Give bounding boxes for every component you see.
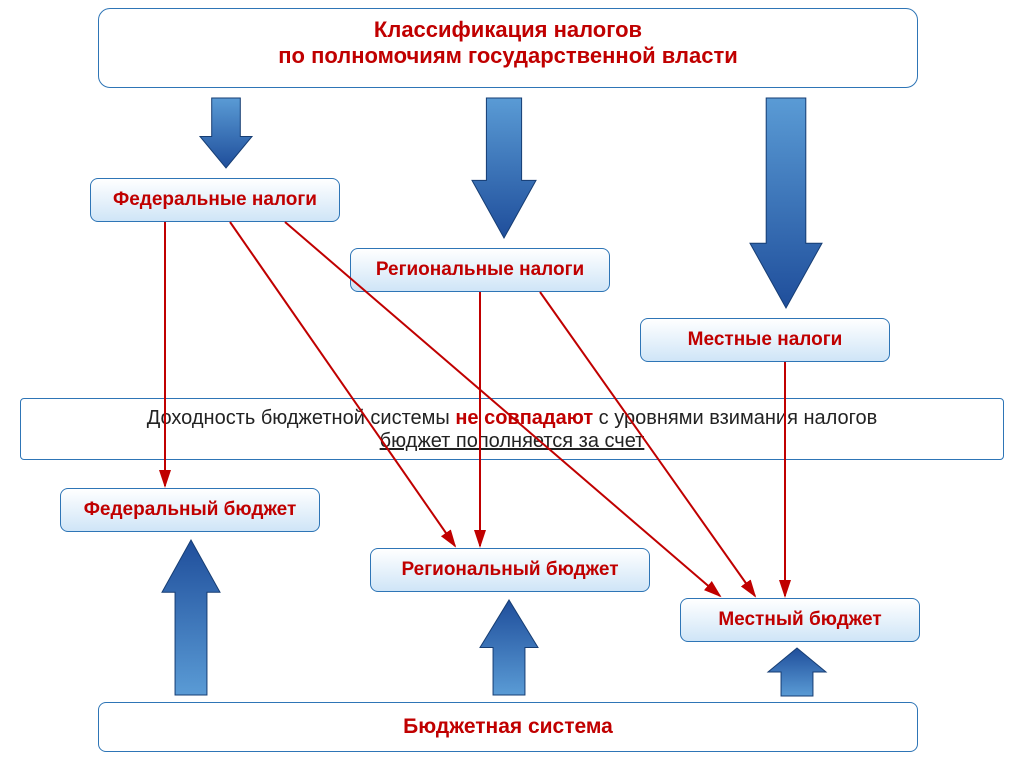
arrow-to-regional-tax — [472, 98, 536, 238]
regional-tax-box: Региональные налоги — [350, 248, 610, 292]
arrow-to-federal-tax — [200, 98, 252, 168]
federal-budget-box: Федеральный бюджет — [60, 488, 320, 532]
middle-line1: Доходность бюджетной системы не совпадаю… — [33, 407, 991, 430]
title-line2: по полномочиям государственной власти — [111, 43, 905, 69]
budget-system-box: Бюджетная система — [98, 702, 918, 752]
arrow-to-regional-budget — [480, 600, 538, 695]
local-tax-box: Местные налоги — [640, 318, 890, 362]
federal-tax-box: Федеральные налоги — [90, 178, 340, 222]
federal-tax-label: Федеральные налоги — [113, 189, 317, 211]
federal-budget-label: Федеральный бюджет — [84, 499, 297, 521]
arrows-overlay — [0, 0, 1024, 767]
middle-statement-box: Доходность бюджетной системы не совпадаю… — [20, 398, 1004, 460]
regional-budget-label: Региональный бюджет — [401, 559, 618, 581]
middle-prefix: Доходность бюджетной системы — [147, 407, 456, 429]
local-budget-box: Местный бюджет — [680, 598, 920, 642]
middle-highlight: не совпадают — [455, 407, 593, 429]
local-budget-label: Местный бюджет — [718, 609, 881, 631]
middle-line2: бюджет пополняется за счет — [33, 430, 991, 453]
title-line1: Классификация налогов — [111, 17, 905, 43]
regional-tax-label: Региональные налоги — [376, 259, 584, 281]
local-tax-label: Местные налоги — [688, 329, 843, 351]
arrow-to-local-tax — [750, 98, 822, 308]
arrow-to-local-budget — [768, 648, 826, 696]
regional-budget-box: Региональный бюджет — [370, 548, 650, 592]
arrow-to-federal-budget — [162, 540, 220, 695]
middle-mid: с уровнями взимания налогов — [593, 407, 877, 429]
budget-system-label: Бюджетная система — [403, 715, 613, 739]
title-box: Классификация налогов по полномочиям гос… — [98, 8, 918, 88]
